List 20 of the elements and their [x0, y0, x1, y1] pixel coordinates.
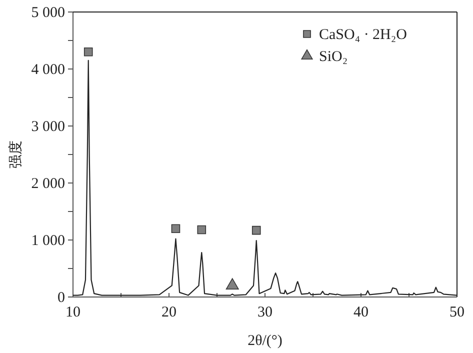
- x-tick-label: 50: [450, 304, 464, 320]
- x-tick-label: 10: [66, 304, 80, 320]
- point: [252, 226, 261, 235]
- y-tick-label: 5 000: [31, 4, 65, 21]
- legend-label: SiO₂: [319, 49, 348, 65]
- legend-label: CaSO₄ · 2H₂O: [319, 27, 408, 43]
- y-axis-title: 强度: [8, 140, 24, 168]
- y-tick-label: 1 000: [31, 232, 65, 249]
- point: [171, 224, 180, 233]
- x-tick-label: 20: [162, 304, 176, 320]
- y-tick-label: 0: [58, 290, 65, 306]
- point: [226, 278, 239, 290]
- y-tick-label: 3 000: [31, 118, 65, 135]
- x-tick-label: 40: [354, 304, 368, 320]
- y-tick-label: 2 000: [31, 176, 65, 192]
- x-tick-label: 30: [258, 304, 272, 320]
- x-axis-title: 2θ/(°): [248, 333, 282, 349]
- point: [197, 225, 206, 234]
- point: [84, 48, 93, 56]
- y-tick-label: 4 000: [31, 62, 65, 78]
